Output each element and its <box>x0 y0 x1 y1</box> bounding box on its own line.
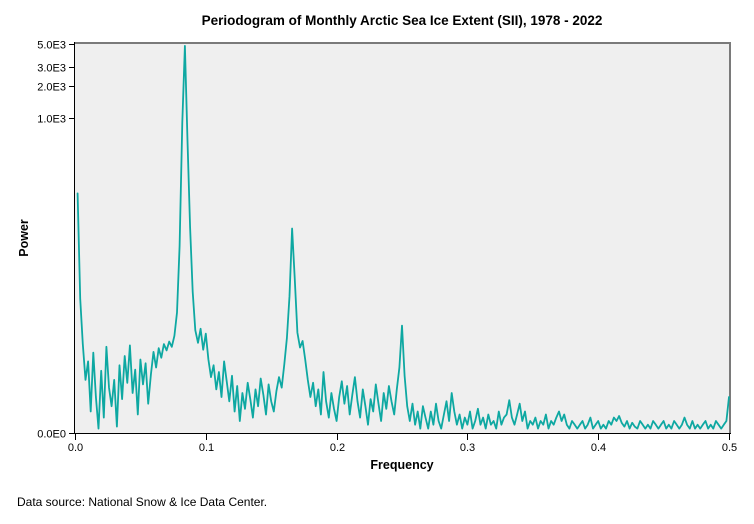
x-tick-label: 0.3 <box>460 442 475 454</box>
y-tick-label: 0.0E0 <box>37 429 66 441</box>
y-tick-label: 5.0E3 <box>37 40 66 52</box>
x-axis-title: Frequency <box>370 458 434 472</box>
plot-area <box>75 44 729 433</box>
data-source-note: Data source: National Snow & Ice Data Ce… <box>17 495 268 509</box>
chart-title: Periodogram of Monthly Arctic Sea Ice Ex… <box>201 13 603 28</box>
y-tick-label: 3.0E3 <box>37 63 66 75</box>
y-tick-label: 1.0E3 <box>37 114 66 126</box>
y-tick-label: 2.0E3 <box>37 82 66 94</box>
periodogram-series-line <box>76 45 730 430</box>
x-tick-label: 0.2 <box>330 442 345 454</box>
x-tick-label: 0.1 <box>199 442 214 454</box>
x-tick-label: 0.0 <box>68 442 83 454</box>
x-tick-label: 0.5 <box>722 442 737 454</box>
x-tick-label: 0.4 <box>591 442 606 454</box>
